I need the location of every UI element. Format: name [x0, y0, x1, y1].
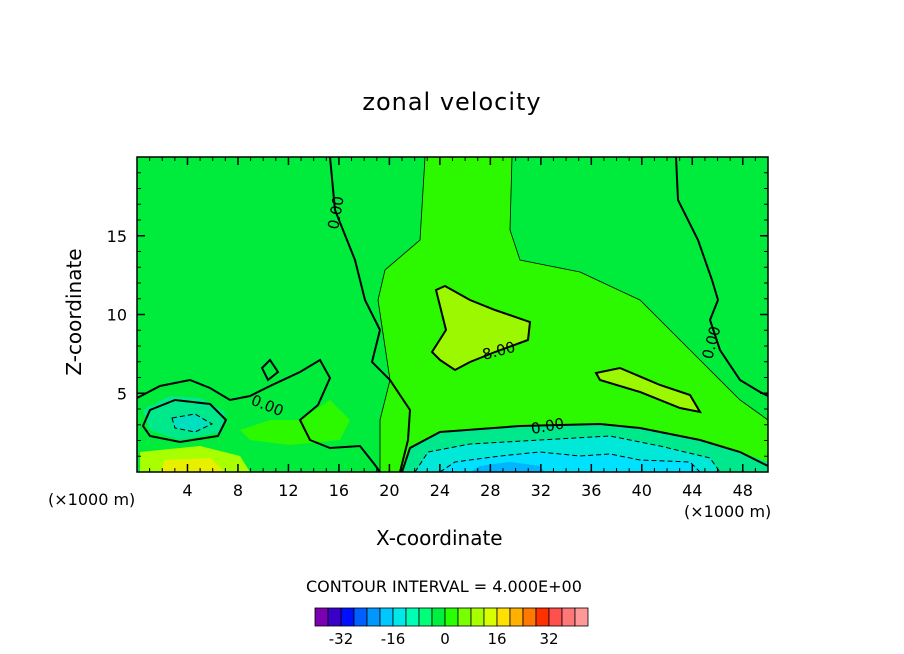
- contour-four: [377, 157, 426, 472]
- colorbar: -32 -16 0 16 32: [314, 607, 589, 648]
- contour-neg-dash: [414, 435, 721, 472]
- contour-four-b: [509, 157, 768, 421]
- colorbar-swatch: [483, 607, 498, 627]
- colorbar-swatch: [470, 607, 485, 627]
- contour-zero-right: [675, 157, 768, 397]
- colorbar-swatch: [366, 607, 381, 627]
- colorbar-swatch: [327, 607, 342, 627]
- band-n16-n12-jet: [470, 462, 545, 472]
- contour-interval-text: CONTOUR INTERVAL = 4.000E+00: [306, 577, 582, 596]
- colorbar-swatch: [444, 607, 459, 627]
- colorbar-swatch: [340, 607, 355, 627]
- colorbar-swatch: [379, 607, 394, 627]
- x-tick-label: 4: [182, 481, 192, 500]
- colorbar-swatch: [522, 607, 537, 627]
- y-ticks: 5 10 15: [107, 172, 768, 457]
- x-ticks: 4 8 12 16 20 24 28 32 36 40 44 48: [149, 157, 756, 500]
- contour-neg-dash-lobe: [171, 413, 214, 433]
- colorbar-swatch: [392, 607, 407, 627]
- colorbar-tick-label: 0: [440, 630, 450, 648]
- x-unit-right: (×1000 m): [684, 502, 772, 521]
- x-tick-label: 48: [733, 481, 753, 500]
- band-12-16-left-core: [160, 458, 225, 472]
- band-n8-n4-left: [172, 414, 212, 432]
- contour-label: 0.00: [324, 195, 348, 231]
- colorbar-swatch: [574, 607, 589, 627]
- x-tick-label: 24: [430, 481, 450, 500]
- band-4-8-left: [240, 400, 350, 445]
- colorbar-swatch: [314, 607, 329, 627]
- contour-zero-lowleft: [137, 358, 381, 472]
- band-8-12-right: [596, 368, 700, 412]
- y-tick-label: 5: [117, 384, 127, 403]
- colorbar-swatch: [496, 607, 511, 627]
- contour-label: 0.00: [530, 414, 566, 438]
- contour-lines: [137, 157, 768, 472]
- x-tick-label: 16: [329, 481, 349, 500]
- chart-title: zonal velocity: [362, 88, 542, 116]
- x-tick-label: 32: [531, 481, 551, 500]
- colorbar-swatch: [548, 607, 563, 627]
- colorbar-swatch: [431, 607, 446, 627]
- x-unit-left: (×1000 m): [48, 490, 136, 509]
- x-axis-label: X-coordinate: [376, 526, 503, 550]
- colorbar-swatch: [418, 607, 433, 627]
- colorbar-tick-label: -16: [381, 630, 406, 648]
- colorbar-tick-label: 32: [539, 630, 558, 648]
- contour-field: [137, 157, 768, 472]
- x-tick-label: 20: [379, 481, 399, 500]
- contour-neg-dash-b: [439, 451, 701, 472]
- colorbar-swatch: [535, 607, 550, 627]
- colorbar-tick-label: -32: [329, 630, 354, 648]
- band-8-12-center: [432, 286, 530, 370]
- x-tick-label: 40: [632, 481, 652, 500]
- contour-zero-lobe: [141, 398, 228, 444]
- contour-zero-jet: [401, 422, 768, 472]
- contour-zero-small: [260, 358, 280, 382]
- colorbar-swatch: [405, 607, 420, 627]
- colorbar-swatch: [457, 607, 472, 627]
- y-tick-label: 10: [107, 306, 127, 325]
- colorbar-swatch: [353, 607, 368, 627]
- y-axis-label: Z-coordinate: [62, 248, 86, 376]
- contour-eight-right: [594, 366, 702, 414]
- x-tick-label: 12: [278, 481, 298, 500]
- contour-zero-left: [329, 157, 412, 472]
- y-tick-label: 15: [107, 227, 127, 246]
- x-tick-label: 28: [480, 481, 500, 500]
- contour-eight-center: [430, 284, 532, 372]
- x-tick-label: 8: [233, 481, 243, 500]
- colorbar-swatch: [561, 607, 576, 627]
- x-tick-label: 44: [682, 481, 702, 500]
- x-tick-label: 36: [581, 481, 601, 500]
- colorbar-swatch: [509, 607, 524, 627]
- colorbar-tick-label: 16: [487, 630, 506, 648]
